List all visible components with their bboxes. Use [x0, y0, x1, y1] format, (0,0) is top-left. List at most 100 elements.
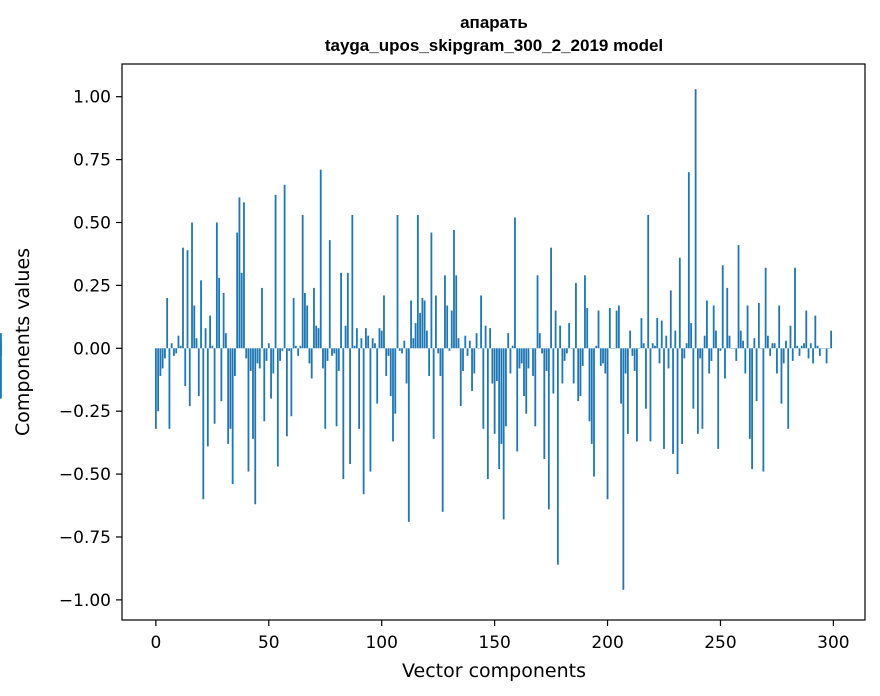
bar: [520, 348, 523, 364]
bar: [365, 328, 367, 349]
bar: [213, 348, 216, 424]
bar: [780, 348, 783, 404]
bar: [493, 348, 496, 434]
bar: [261, 287, 263, 349]
bar: [258, 348, 261, 369]
bar: [188, 348, 191, 407]
bar: [626, 348, 629, 434]
bar: [769, 348, 772, 356]
bar: [550, 247, 552, 349]
bar: [588, 348, 591, 422]
bar: [541, 348, 543, 354]
bar: [220, 348, 223, 402]
bar: [455, 275, 458, 349]
bar: [410, 300, 412, 349]
bar: [299, 345, 302, 349]
bar: [703, 335, 706, 349]
bar: [457, 338, 460, 349]
bar: [166, 297, 169, 349]
bar: [599, 348, 602, 366]
bar: [683, 348, 686, 359]
x-tick-label: 0: [150, 633, 161, 653]
bar: [315, 325, 318, 349]
bar: [735, 348, 738, 361]
bar: [710, 348, 713, 361]
bar: [536, 275, 539, 349]
bar: [816, 345, 819, 349]
bar: [475, 333, 478, 349]
bar: [678, 257, 681, 349]
bar: [304, 292, 306, 349]
bar: [193, 305, 196, 349]
bar: [565, 348, 568, 354]
bar: [346, 272, 349, 349]
bar: [755, 348, 758, 402]
bar: [674, 330, 677, 349]
x-tick-label: 50: [258, 633, 280, 653]
bar: [272, 348, 275, 374]
bar: [753, 338, 756, 349]
chart-subtitle: tayga_upos_skipgram_300_2_2019 model: [325, 36, 663, 55]
bar: [737, 245, 740, 349]
bar: [267, 343, 270, 349]
bar: [624, 348, 627, 374]
y-tick-label: 0.50: [73, 213, 111, 233]
bar: [353, 345, 356, 349]
bar: [301, 214, 304, 349]
bar: [505, 348, 507, 427]
bar: [405, 348, 408, 384]
bar: [796, 345, 799, 349]
bar: [270, 348, 272, 399]
bar: [606, 348, 609, 500]
bar: [247, 348, 250, 472]
bar: [577, 348, 580, 402]
bar: [294, 345, 297, 349]
bar: [437, 348, 440, 354]
bar: [222, 292, 225, 349]
bar: [640, 318, 643, 349]
bar: [308, 348, 311, 364]
bar: [814, 315, 817, 349]
bar: [394, 348, 397, 414]
bar: [776, 348, 778, 374]
bar: [715, 330, 717, 349]
bar: [414, 323, 417, 349]
y-tick-label: 0.00: [73, 339, 111, 359]
bar: [206, 348, 209, 447]
bar: [263, 348, 266, 422]
bar: [234, 348, 236, 376]
bar: [694, 89, 697, 349]
bar: [322, 348, 324, 369]
bar: [283, 184, 286, 349]
bar: [778, 305, 781, 349]
x-tick-label: 200: [591, 633, 623, 653]
bar: [586, 308, 589, 349]
bar: [545, 348, 548, 371]
bar: [654, 345, 656, 349]
bar: [791, 348, 794, 361]
bar: [739, 330, 742, 349]
bar: [645, 348, 647, 409]
bar: [629, 330, 632, 349]
bar: [568, 323, 571, 349]
y-tick-label: 0.75: [73, 151, 111, 171]
bar: [489, 328, 492, 349]
bar: [484, 325, 487, 349]
bar: [389, 348, 392, 397]
bar: [236, 232, 239, 349]
bar: [500, 348, 503, 444]
bar: [367, 335, 370, 349]
bar: [177, 335, 180, 349]
bars-group: [0, 89, 833, 590]
bar: [525, 348, 528, 414]
bar: [441, 348, 444, 512]
bar: [471, 348, 473, 392]
bar: [290, 348, 293, 417]
bar: [554, 310, 557, 349]
bar: [669, 290, 672, 349]
bar: [708, 348, 711, 374]
bar: [416, 214, 419, 349]
bar: [642, 343, 645, 349]
bar: [439, 348, 442, 376]
